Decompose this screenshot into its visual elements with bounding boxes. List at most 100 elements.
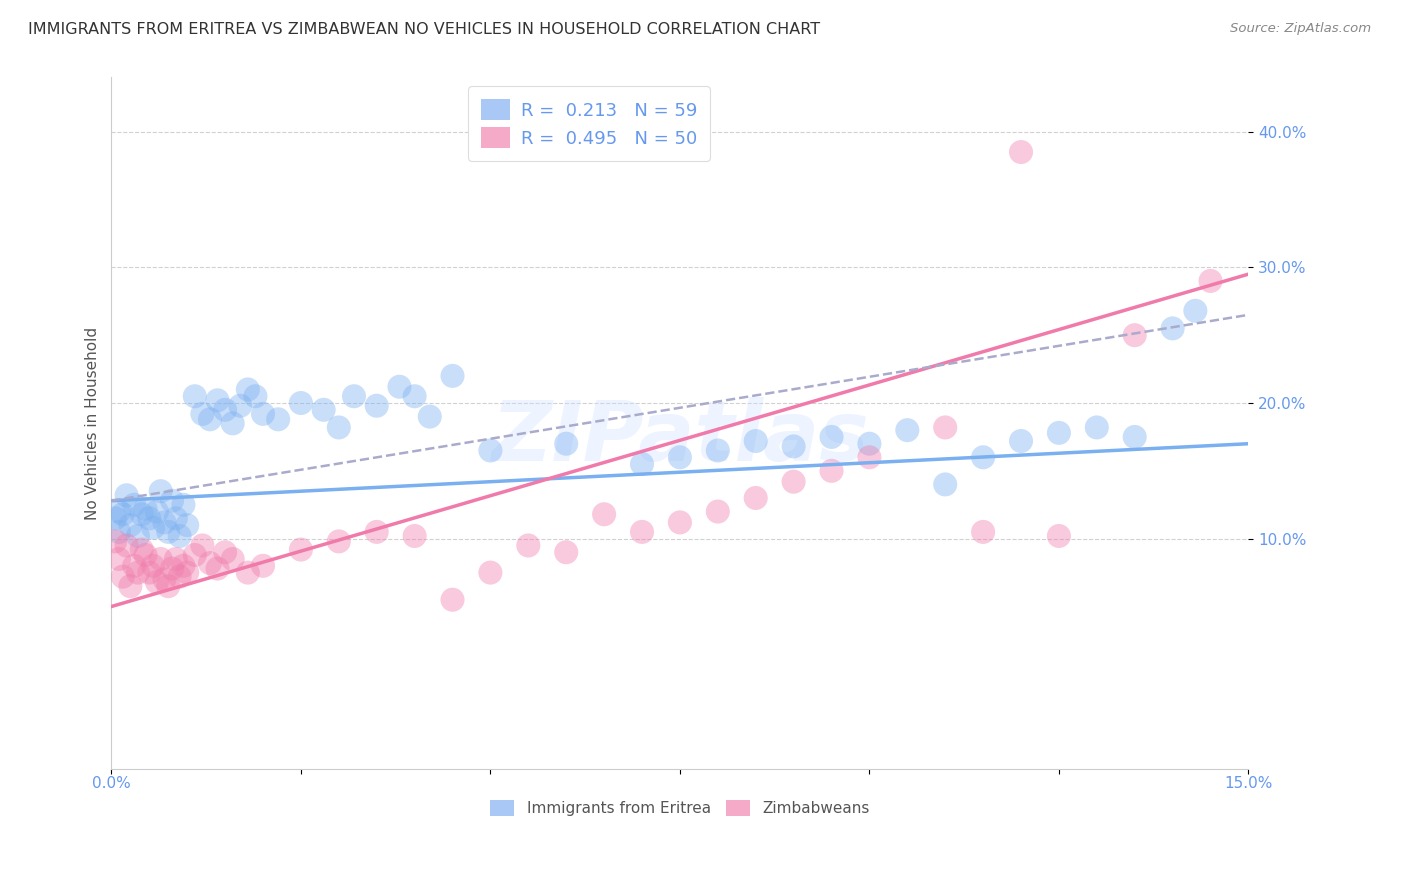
Point — [441, 592, 464, 607]
Point — [127, 529, 149, 543]
Point — [404, 389, 426, 403]
Y-axis label: No Vehicles in Household: No Vehicles in Household — [86, 326, 100, 520]
Point — [972, 450, 994, 465]
Text: ZIPatlas: ZIPatlas — [491, 397, 869, 478]
Point — [669, 516, 692, 530]
Point — [146, 504, 169, 518]
Point — [120, 518, 142, 533]
Point — [198, 412, 221, 426]
Point — [127, 566, 149, 580]
Point — [669, 450, 692, 465]
Point — [858, 436, 880, 450]
Point — [1085, 420, 1108, 434]
Point — [131, 542, 153, 557]
Point — [207, 393, 229, 408]
Point — [184, 548, 207, 562]
Point — [146, 575, 169, 590]
Point — [122, 558, 145, 573]
Text: 0.0%: 0.0% — [91, 776, 131, 791]
Point — [820, 464, 842, 478]
Point — [517, 539, 540, 553]
Point — [198, 556, 221, 570]
Point — [115, 539, 138, 553]
Point — [184, 389, 207, 403]
Point — [214, 545, 236, 559]
Point — [744, 434, 766, 448]
Point — [221, 552, 243, 566]
Point — [122, 498, 145, 512]
Point — [479, 566, 502, 580]
Point — [160, 493, 183, 508]
Point — [1010, 145, 1032, 159]
Point — [169, 569, 191, 583]
Point — [631, 524, 654, 539]
Point — [165, 511, 187, 525]
Text: 15.0%: 15.0% — [1225, 776, 1272, 791]
Point — [593, 508, 616, 522]
Point — [896, 423, 918, 437]
Point — [172, 498, 194, 512]
Point — [1047, 425, 1070, 440]
Point — [343, 389, 366, 403]
Point — [1010, 434, 1032, 448]
Point — [934, 420, 956, 434]
Point — [707, 504, 730, 518]
Point — [479, 443, 502, 458]
Text: Source: ZipAtlas.com: Source: ZipAtlas.com — [1230, 22, 1371, 36]
Point — [858, 450, 880, 465]
Point — [555, 436, 578, 450]
Point — [176, 566, 198, 580]
Point — [104, 511, 127, 525]
Point — [135, 548, 157, 562]
Point — [191, 539, 214, 553]
Point — [366, 399, 388, 413]
Point — [972, 524, 994, 539]
Text: IMMIGRANTS FROM ERITREA VS ZIMBABWEAN NO VEHICLES IN HOUSEHOLD CORRELATION CHART: IMMIGRANTS FROM ERITREA VS ZIMBABWEAN NO… — [28, 22, 820, 37]
Point — [104, 534, 127, 549]
Point — [142, 521, 165, 535]
Point — [555, 545, 578, 559]
Point — [131, 508, 153, 522]
Point — [252, 558, 274, 573]
Point — [229, 399, 252, 413]
Point — [782, 439, 804, 453]
Point — [172, 558, 194, 573]
Point — [169, 529, 191, 543]
Point — [214, 402, 236, 417]
Legend: Immigrants from Eritrea, Zimbabweans: Immigrants from Eritrea, Zimbabweans — [482, 793, 877, 824]
Point — [149, 484, 172, 499]
Point — [165, 552, 187, 566]
Point — [108, 552, 131, 566]
Point — [111, 508, 134, 522]
Point — [135, 501, 157, 516]
Point — [419, 409, 441, 424]
Point — [207, 561, 229, 575]
Point — [236, 566, 259, 580]
Point — [120, 579, 142, 593]
Point — [157, 524, 180, 539]
Point — [1123, 430, 1146, 444]
Point — [290, 396, 312, 410]
Point — [404, 529, 426, 543]
Point — [388, 380, 411, 394]
Point — [142, 558, 165, 573]
Point — [267, 412, 290, 426]
Point — [1199, 274, 1222, 288]
Point — [1161, 321, 1184, 335]
Point — [157, 579, 180, 593]
Point — [631, 457, 654, 471]
Point — [153, 516, 176, 530]
Point — [312, 402, 335, 417]
Point — [138, 511, 160, 525]
Point — [934, 477, 956, 491]
Point — [108, 504, 131, 518]
Point — [290, 542, 312, 557]
Point — [191, 407, 214, 421]
Point — [252, 407, 274, 421]
Point — [1184, 303, 1206, 318]
Point — [111, 569, 134, 583]
Point — [138, 566, 160, 580]
Point — [1047, 529, 1070, 543]
Point — [782, 475, 804, 489]
Point — [245, 389, 267, 403]
